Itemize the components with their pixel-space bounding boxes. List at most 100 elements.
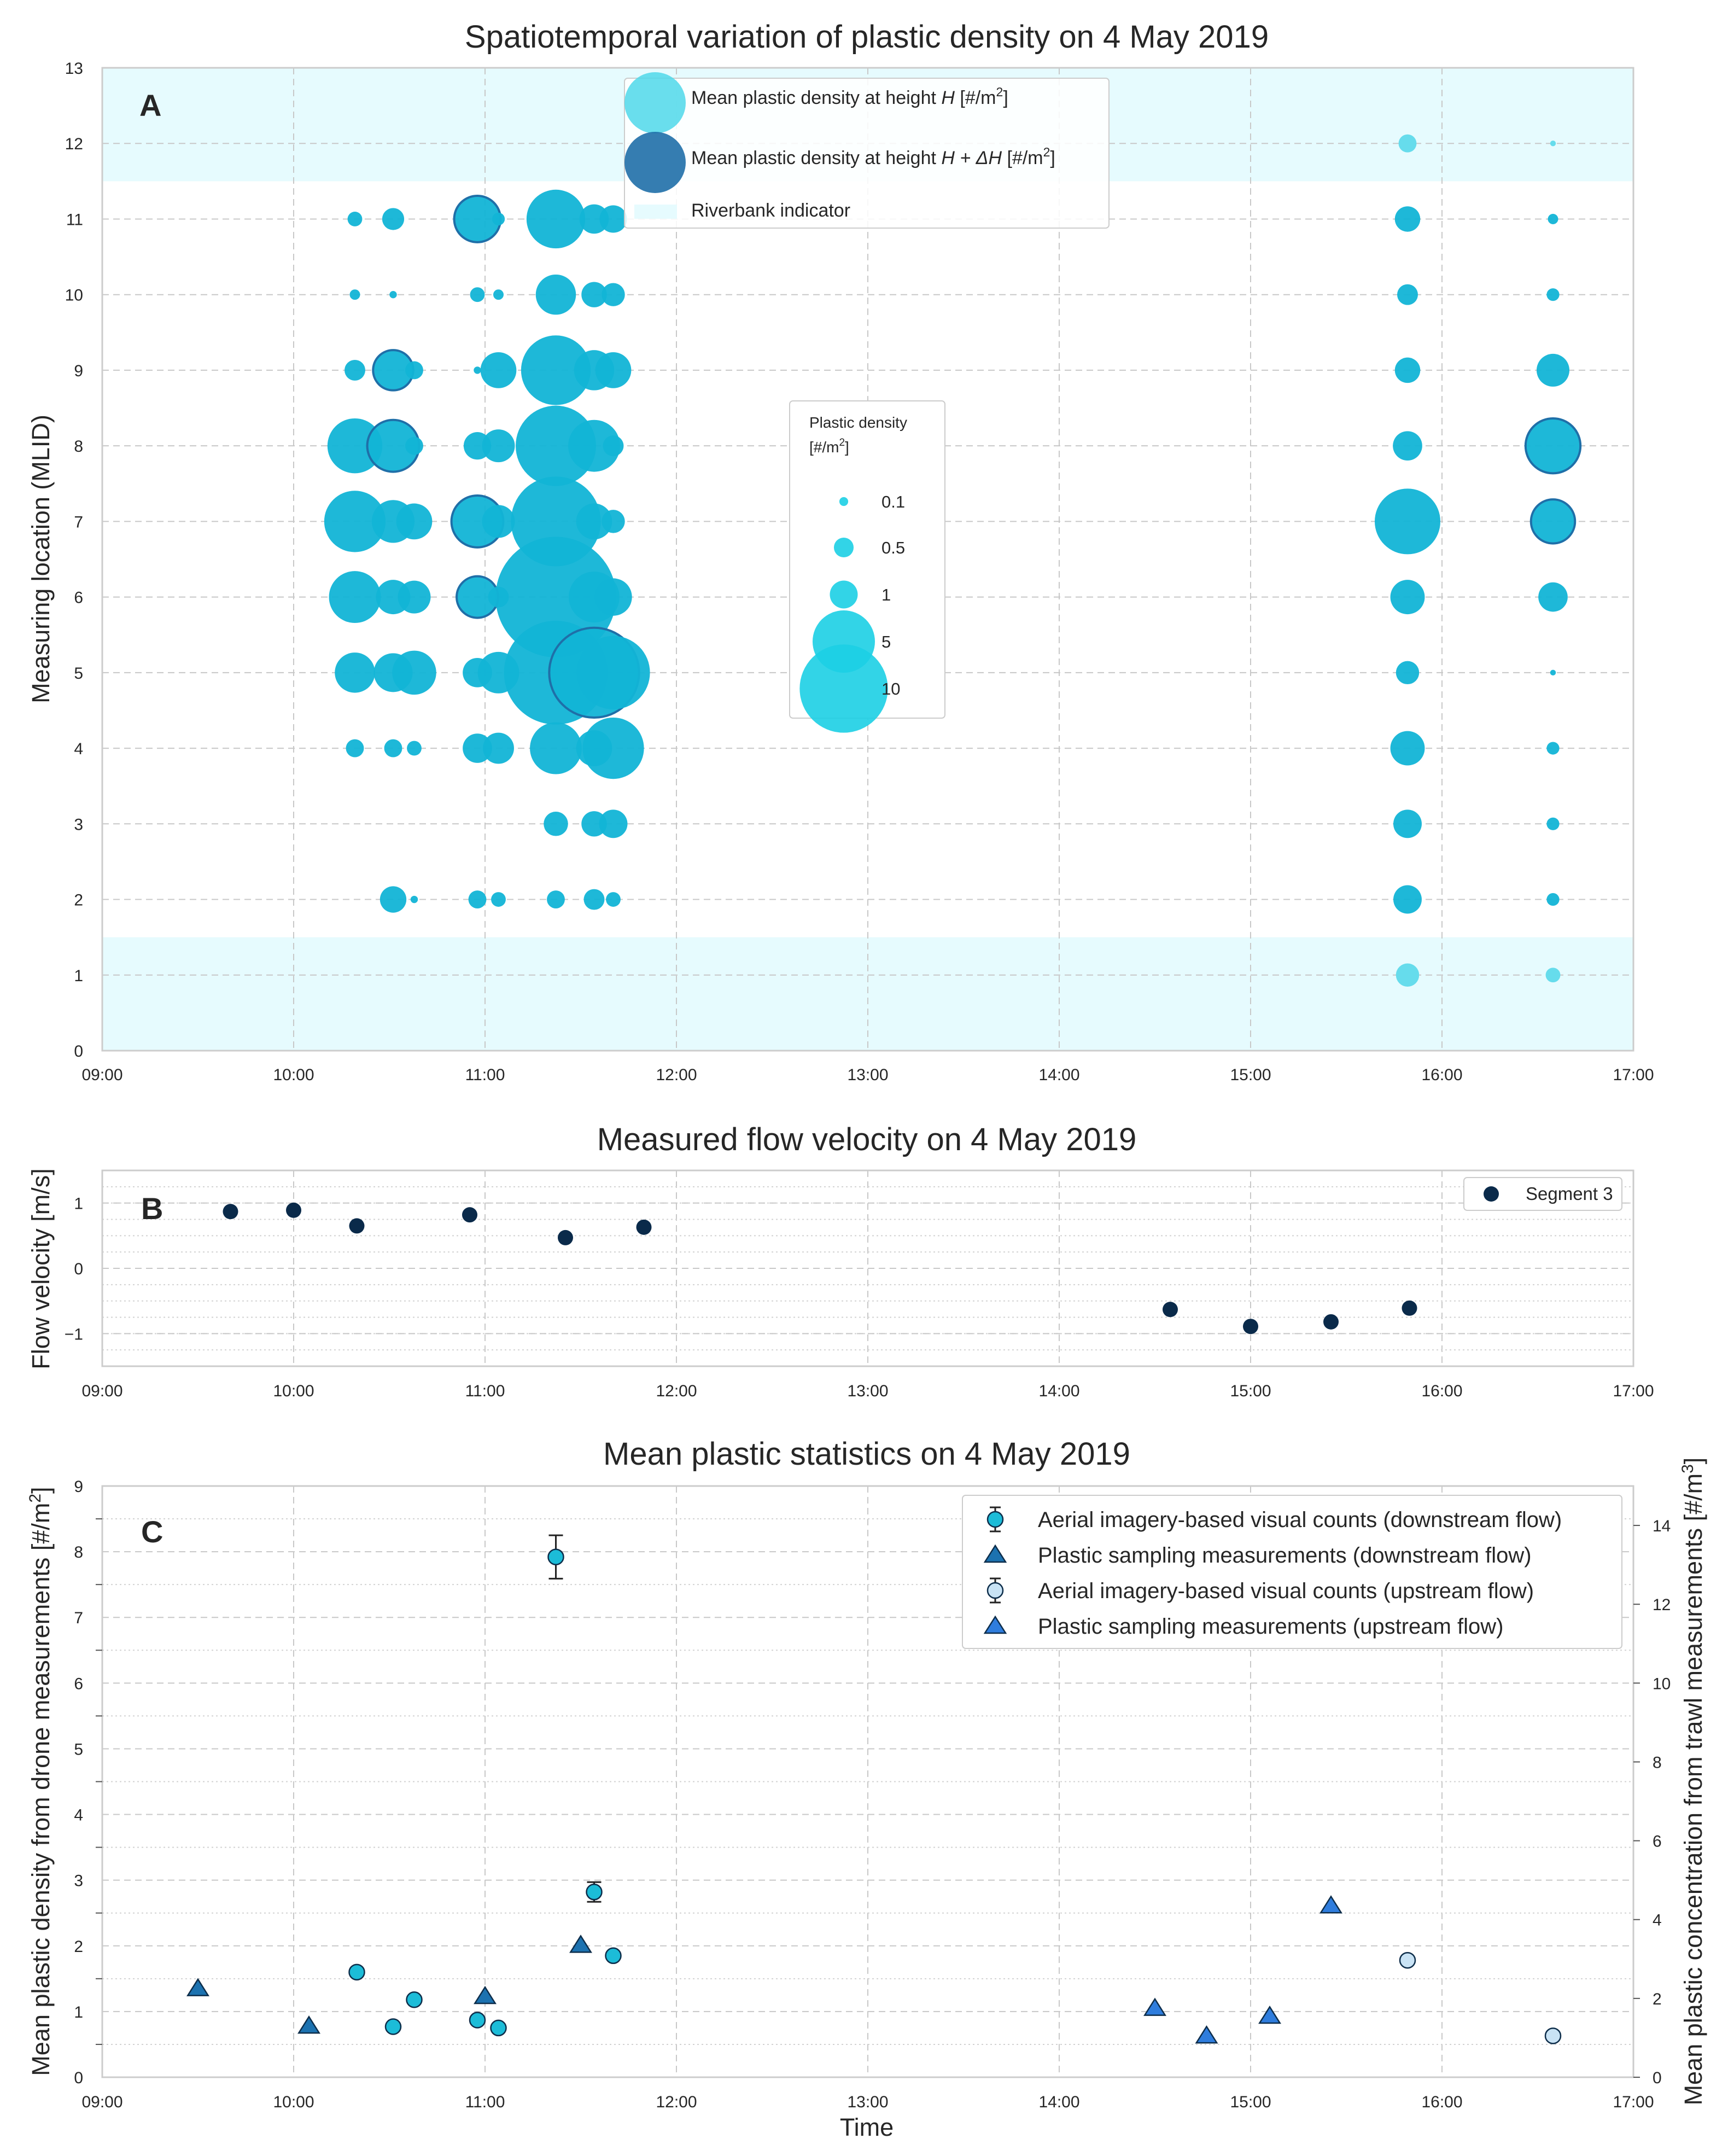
- x-tick-label: 09:00: [81, 1066, 122, 1084]
- velocity-point: [636, 1219, 652, 1235]
- panel-c-right-y-label: Mean plastic concentration from trawl me…: [1679, 1458, 1707, 2106]
- bubble-height-h: [345, 359, 365, 381]
- bubble-height-h: [480, 352, 517, 388]
- bubble-height-h: [324, 491, 386, 552]
- visual-count-circle: [1544, 2027, 1562, 2044]
- bubble-height-h: [606, 892, 621, 907]
- x-tick-label: 11:00: [465, 1382, 505, 1400]
- sampling-triangle: [1258, 2005, 1281, 2024]
- panel-b-y-tick-labels: −1 0 1: [65, 1195, 83, 1344]
- bubble-height-h: [1393, 885, 1422, 914]
- y-tick-label: 10: [65, 287, 83, 305]
- panel-b-x-tick-labels: 09:00 10:00 11:00 12:00 13:00 14:00 15:00 16:00…: [81, 1382, 1654, 1400]
- panel-a-size-legend: Plastic density [#/m2] 0.1 0.5 1 5 10: [789, 400, 945, 733]
- bubble-height-h: [483, 732, 514, 764]
- velocity-point: [223, 1204, 238, 1220]
- bubble-height-h: [530, 722, 582, 774]
- y-tick-label: 2: [74, 1938, 83, 1956]
- x-tick-label: 10:00: [273, 1382, 314, 1400]
- bubble-height-h: [1545, 968, 1561, 983]
- bubble-height-h: [1393, 809, 1422, 838]
- bubble-height-h: [602, 283, 625, 306]
- panel-b-points: [223, 1202, 1417, 1335]
- panel-a-series-legend: Mean plastic density at height H [#/m2] …: [624, 72, 1110, 229]
- panel-b-grid: [102, 1170, 1633, 1366]
- y-tick-label: 5: [74, 1740, 83, 1758]
- bubble-height-h: [1397, 284, 1418, 305]
- velocity-point: [1323, 1314, 1339, 1330]
- panel-c-legend-items: Aerial imagery-based visual counts (down…: [983, 1506, 1562, 1639]
- panel-a-frame: [101, 67, 1634, 1052]
- panel-b-legend-label: Segment 3: [1526, 1184, 1613, 1204]
- visual-count-circle: [348, 1963, 365, 1981]
- bubble-height-h: [373, 653, 413, 692]
- y-tick-label: 8: [74, 1543, 83, 1561]
- bubble-height-h: [1546, 288, 1560, 301]
- bubble-height-h: [492, 212, 505, 226]
- bubble-height-h: [346, 739, 364, 757]
- bubble-height-h: [495, 537, 616, 657]
- sampling-triangle: [474, 1985, 497, 2005]
- bubble-height-h: [1548, 213, 1558, 224]
- x-tick-label: 15:00: [1230, 2093, 1271, 2111]
- bubble-height-h: [602, 510, 625, 533]
- y-tick-label: 1: [74, 967, 83, 985]
- panel-b: Measured flow velocity on 4 May 2019 09:…: [27, 1122, 1654, 1400]
- y-tick-label: 13: [65, 60, 83, 78]
- panel-c-points: [186, 1534, 1562, 2044]
- y-tick-label: 6: [74, 1675, 83, 1693]
- y-tick-label: 9: [74, 362, 83, 380]
- bubble-height-h: [407, 741, 422, 756]
- right-tick-label: 0: [1653, 2069, 1662, 2087]
- bubble-height-h: [1394, 206, 1421, 232]
- bubble-height-h: [384, 739, 402, 757]
- bubble-height-h: [581, 811, 607, 837]
- bubble-height-h: [568, 419, 620, 472]
- velocity-point: [286, 1202, 301, 1218]
- y-tick-label: 0: [74, 1260, 83, 1278]
- size-legend-marker: [799, 644, 888, 733]
- bubble-height-h: [1550, 141, 1556, 147]
- x-tick-label: 14:00: [1038, 1382, 1079, 1400]
- bubble-height-h: [470, 287, 485, 302]
- bubble-height-h: [516, 405, 596, 486]
- size-legend-label: 0.5: [881, 538, 905, 557]
- bubble-height-h: [521, 335, 591, 405]
- panel-b-title: Measured flow velocity on 4 May 2019: [597, 1122, 1137, 1157]
- bubble-height-h: [535, 274, 576, 315]
- right-tick-label: 10: [1653, 1675, 1671, 1693]
- x-tick-label: 11:00: [465, 2093, 505, 2111]
- visual-count-circle: [1399, 1951, 1416, 1969]
- y-tick-label: 9: [74, 1478, 83, 1496]
- bubble-height-h: [463, 733, 492, 763]
- y-tick-label: 12: [65, 135, 83, 153]
- x-tick-label: 17:00: [1613, 2093, 1654, 2111]
- sampling-triangle: [1195, 2025, 1218, 2044]
- bubble-height-h: [382, 208, 405, 230]
- sampling-triangle: [186, 1978, 209, 1996]
- panel-c: Mean plastic statistics on 4 May 2019 09…: [26, 1436, 1707, 2141]
- panel-c-right-tick-labels: 0 2 4 6 8 10 12 14: [1633, 1517, 1671, 2087]
- legend-bank-label: Riverbank indicator: [691, 200, 850, 221]
- velocity-point: [1243, 1319, 1258, 1335]
- bubble-height-h: [526, 189, 586, 249]
- legend-bank-swatch: [634, 205, 677, 219]
- bubble-height-h: [349, 289, 360, 300]
- bubble-height-h: [493, 289, 504, 300]
- x-tick-label: 16:00: [1421, 1066, 1462, 1084]
- panel-a: Spatiotemporal variation of plastic dens…: [27, 19, 1654, 1084]
- bubble-height-h: [581, 282, 607, 307]
- panel-c-left-tick-labels: 0 1 2 3 4 5 6 7 8 9: [74, 1478, 102, 2087]
- right-tick-label: 14: [1653, 1517, 1671, 1535]
- y-tick-label: 0: [74, 1042, 83, 1060]
- legend-label: Plastic sampling measurements (upstream …: [1038, 1615, 1503, 1639]
- visual-count-circle: [490, 2019, 507, 2037]
- bubble-height-h: [547, 890, 565, 908]
- bubble-height-h: [511, 476, 601, 567]
- bubble-height-h: [477, 651, 519, 694]
- size-legend-unit: [#/m2]: [809, 437, 849, 456]
- bubble-height-h: [405, 436, 423, 455]
- right-tick-label: 4: [1653, 1912, 1662, 1930]
